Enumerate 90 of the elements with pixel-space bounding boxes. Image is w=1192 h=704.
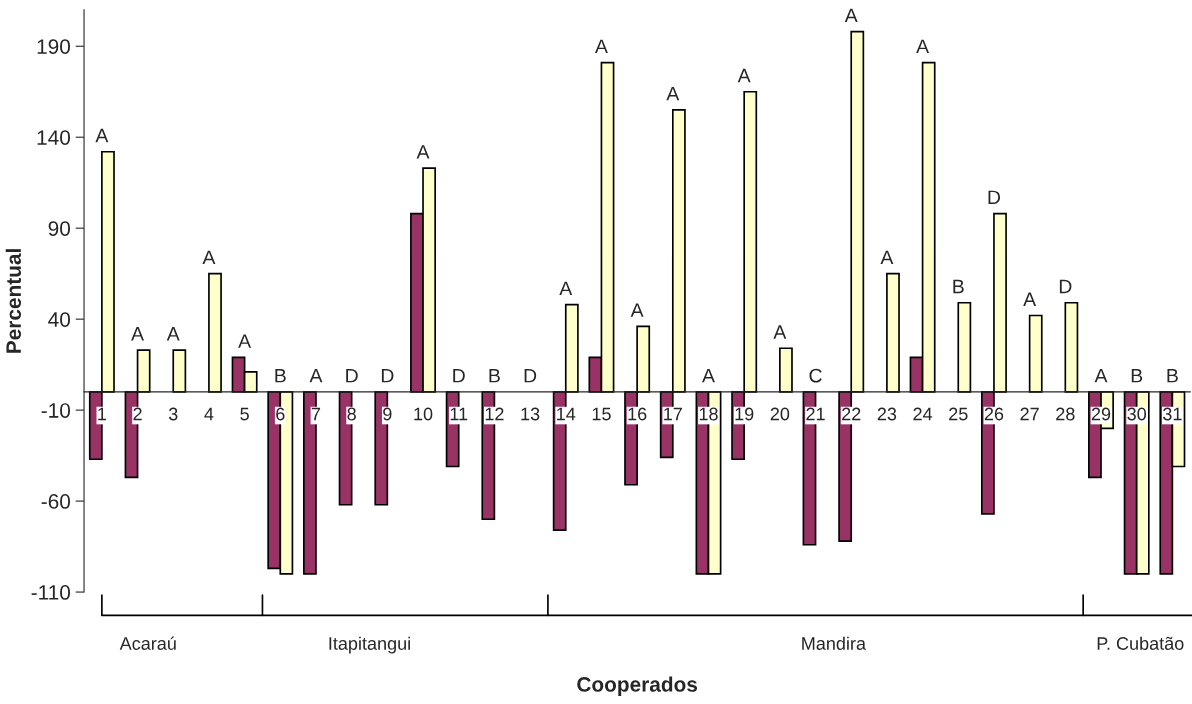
annotation: A — [702, 368, 715, 383]
y-tick-label: -10 — [41, 403, 71, 418]
x-tick-label: 13 — [521, 407, 540, 421]
x-tick-label: 17 — [664, 407, 682, 421]
annotation: A — [773, 325, 787, 339]
x-tick-label: 11 — [450, 407, 468, 421]
annotation: A — [309, 368, 323, 383]
x-tick-label: 7 — [311, 407, 321, 421]
y-tick-label: -110 — [31, 585, 71, 600]
annotation: A — [916, 39, 930, 54]
x-tick-label: 14 — [557, 407, 576, 421]
bar — [886, 272, 900, 393]
annotation: D — [381, 368, 394, 383]
x-tick-label: 21 — [806, 407, 825, 421]
x-tick-label: 25 — [949, 407, 968, 421]
annotation: A — [559, 281, 573, 296]
x-tick-label: 20 — [770, 407, 790, 421]
annotation: D — [1059, 279, 1072, 294]
x-tick-label: 5 — [240, 407, 249, 421]
text: Itapitangui — [329, 636, 410, 654]
annotation: A — [131, 327, 145, 341]
annotation: C — [809, 368, 822, 383]
x-tick-label: 12 — [485, 407, 504, 421]
annotation: D — [453, 368, 465, 383]
annotation: A — [666, 86, 680, 101]
annotation: A — [202, 250, 216, 265]
annotation: A — [737, 68, 751, 83]
y-axis-title: Percentual — [5, 249, 22, 353]
x-tick-label: 31 — [1163, 407, 1182, 421]
x-tick-label: 29 — [1091, 407, 1111, 421]
y-tick-label: 40 — [48, 312, 71, 327]
x-tick-label: 1 — [98, 407, 107, 421]
text: P. Cubatão — [1097, 636, 1184, 650]
bar — [136, 349, 151, 393]
annotation: A — [416, 145, 430, 159]
annotation: A — [1023, 292, 1037, 306]
x-tick-label: 28 — [1056, 407, 1075, 421]
annotation: D — [988, 190, 1001, 205]
x-tick-label: 2 — [133, 407, 142, 421]
text: Mandira — [802, 636, 866, 650]
x-tick-label: 16 — [628, 407, 647, 421]
x-tick-label: 6 — [276, 407, 285, 421]
annotation: A — [880, 250, 894, 265]
annotation: B — [953, 279, 964, 294]
annotation: A — [238, 334, 252, 348]
x-tick-label: 3 — [168, 407, 178, 421]
bar — [779, 347, 793, 393]
y-tick-label: 190 — [37, 39, 71, 54]
bar — [671, 109, 686, 393]
bar — [101, 150, 115, 393]
annotation: B — [1131, 368, 1143, 383]
x-tick-label: 15 — [592, 407, 611, 421]
y-tick-label: 140 — [37, 130, 71, 145]
bar — [743, 90, 758, 393]
bar — [636, 325, 651, 393]
annotation: A — [595, 39, 608, 54]
annotation: B — [1167, 368, 1178, 383]
bar — [172, 349, 187, 393]
x-tick-label: 22 — [842, 407, 861, 421]
annotation: B — [489, 368, 500, 383]
bar — [1028, 314, 1043, 393]
x-tick-label: 27 — [1020, 407, 1039, 421]
x-tick-label: 19 — [735, 407, 754, 421]
y-tick-label: 90 — [48, 221, 71, 236]
x-tick-label: 8 — [347, 407, 356, 421]
x-tick-label: 4 — [204, 407, 214, 421]
x-tick-label: 18 — [699, 407, 718, 421]
y-tick-label: -60 — [41, 494, 71, 509]
annotation: D — [346, 368, 358, 383]
x-tick-label: 23 — [877, 407, 897, 421]
bar — [208, 272, 222, 393]
x-tick-label: 10 — [414, 407, 433, 421]
bar — [850, 30, 865, 393]
x-tick-label: 24 — [913, 407, 933, 421]
x-tick-label: 9 — [383, 407, 392, 421]
bar — [957, 301, 972, 393]
text: Acaraú — [119, 636, 176, 650]
annotation: A — [95, 128, 109, 143]
annotation: B — [275, 368, 286, 383]
x-tick-label: 26 — [984, 407, 1004, 421]
annotation: A — [844, 8, 858, 23]
x-axis-title: Cooperados — [577, 676, 698, 696]
x-tick-label: 30 — [1127, 407, 1147, 421]
annotation: A — [1094, 368, 1108, 383]
bar — [993, 212, 1007, 393]
bar — [1064, 301, 1079, 393]
annotation: A — [166, 327, 180, 341]
bar — [564, 303, 579, 393]
annotation: D — [524, 368, 537, 383]
annotation: A — [630, 303, 644, 317]
